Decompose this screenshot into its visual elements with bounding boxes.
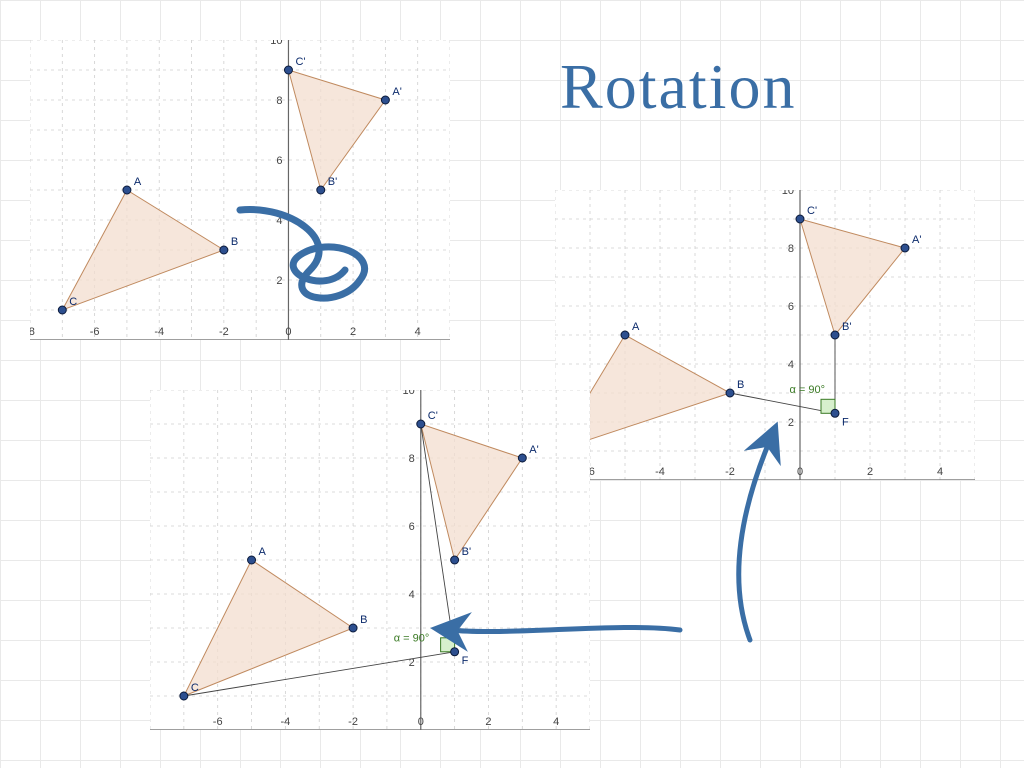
triangle xyxy=(184,560,353,696)
vertex-label: B' xyxy=(328,176,337,188)
chart-top-left: -8 -6 -4 -2 0 2 4 2 4 6 8 10 A B C A' B' C' xyxy=(30,40,450,340)
vertex-point xyxy=(796,215,804,223)
x-tick: 4 xyxy=(415,326,421,338)
x-tick: 0 xyxy=(285,326,291,338)
y-tick: 8 xyxy=(409,453,415,465)
vertex-point xyxy=(58,306,66,314)
angle-label: α = 90° xyxy=(790,384,826,396)
x-tick: 4 xyxy=(937,466,943,478)
angle-label: α = 90° xyxy=(394,633,430,645)
y-tick: 4 xyxy=(409,589,415,601)
page-title: Rotation xyxy=(560,50,796,124)
y-tick: 8 xyxy=(788,243,794,255)
vertex-label: A' xyxy=(912,234,921,246)
x-tick: -6 xyxy=(213,716,223,728)
vertex-point xyxy=(123,186,131,194)
x-tick: -8 xyxy=(30,326,35,338)
x-tick: 2 xyxy=(350,326,356,338)
vertex-point xyxy=(621,331,629,339)
vertex-point xyxy=(726,389,734,397)
center-of-rotation-point xyxy=(451,648,459,656)
vertex-label: C' xyxy=(807,205,817,217)
y-tick: 2 xyxy=(276,275,282,287)
x-tick: 0 xyxy=(797,466,803,478)
vertex-label: A' xyxy=(392,86,401,98)
vertex-label: B xyxy=(360,614,367,626)
vertex-label: B xyxy=(231,236,238,248)
vertex-point xyxy=(248,556,256,564)
y-tick: 6 xyxy=(409,521,415,533)
x-tick: -2 xyxy=(219,326,229,338)
vertex-point xyxy=(284,66,292,74)
vertex-label: B xyxy=(737,379,744,391)
vertex-label: A xyxy=(134,176,142,188)
vertex-point xyxy=(901,244,909,252)
center-of-rotation-label: F xyxy=(842,416,849,428)
x-tick: 2 xyxy=(485,716,491,728)
x-tick: -4 xyxy=(280,716,290,728)
vertex-label: A xyxy=(632,321,640,333)
y-tick: 10 xyxy=(403,390,415,397)
vertex-label: B' xyxy=(842,321,851,333)
y-tick: 10 xyxy=(270,40,282,47)
chart-right: -6-4-2024246810α = 90°ABCA'B'C'F xyxy=(555,190,975,480)
vertex-label: A' xyxy=(529,444,538,456)
vertex-point xyxy=(180,692,188,700)
vertex-label: C' xyxy=(428,410,438,422)
y-tick: 4 xyxy=(788,359,794,371)
vertex-label: C' xyxy=(295,56,305,68)
x-tick: -2 xyxy=(348,716,358,728)
vertex-label: C xyxy=(69,296,77,308)
vertex-label: B' xyxy=(462,546,471,558)
vertex-point xyxy=(317,186,325,194)
x-tick: -4 xyxy=(154,326,164,338)
x-tick: 0 xyxy=(418,716,424,728)
vertex-point xyxy=(518,454,526,462)
y-tick: 8 xyxy=(276,95,282,107)
vertex-point xyxy=(381,96,389,104)
chart-bottom: -6-4-2024246810α = 90°ABCA'B'C'F xyxy=(150,390,590,730)
vertex-point xyxy=(349,624,357,632)
y-tick: 2 xyxy=(788,417,794,429)
y-tick: 10 xyxy=(782,190,794,197)
vertex-point xyxy=(451,556,459,564)
y-tick: 6 xyxy=(788,301,794,313)
vertex-point xyxy=(417,420,425,428)
x-tick: -4 xyxy=(655,466,665,478)
vertex-point xyxy=(831,331,839,339)
x-tick: 2 xyxy=(867,466,873,478)
x-tick: -6 xyxy=(90,326,100,338)
vertex-label: A xyxy=(259,546,267,558)
x-tick: 4 xyxy=(553,716,559,728)
center-of-rotation-point xyxy=(831,409,839,417)
vertex-point xyxy=(220,246,228,254)
rotation-ray xyxy=(730,393,835,413)
vertex-label: C xyxy=(191,682,199,694)
y-tick: 6 xyxy=(276,155,282,167)
x-tick: -2 xyxy=(725,466,735,478)
center-of-rotation-label: F xyxy=(462,655,469,667)
y-tick: 4 xyxy=(276,215,282,227)
